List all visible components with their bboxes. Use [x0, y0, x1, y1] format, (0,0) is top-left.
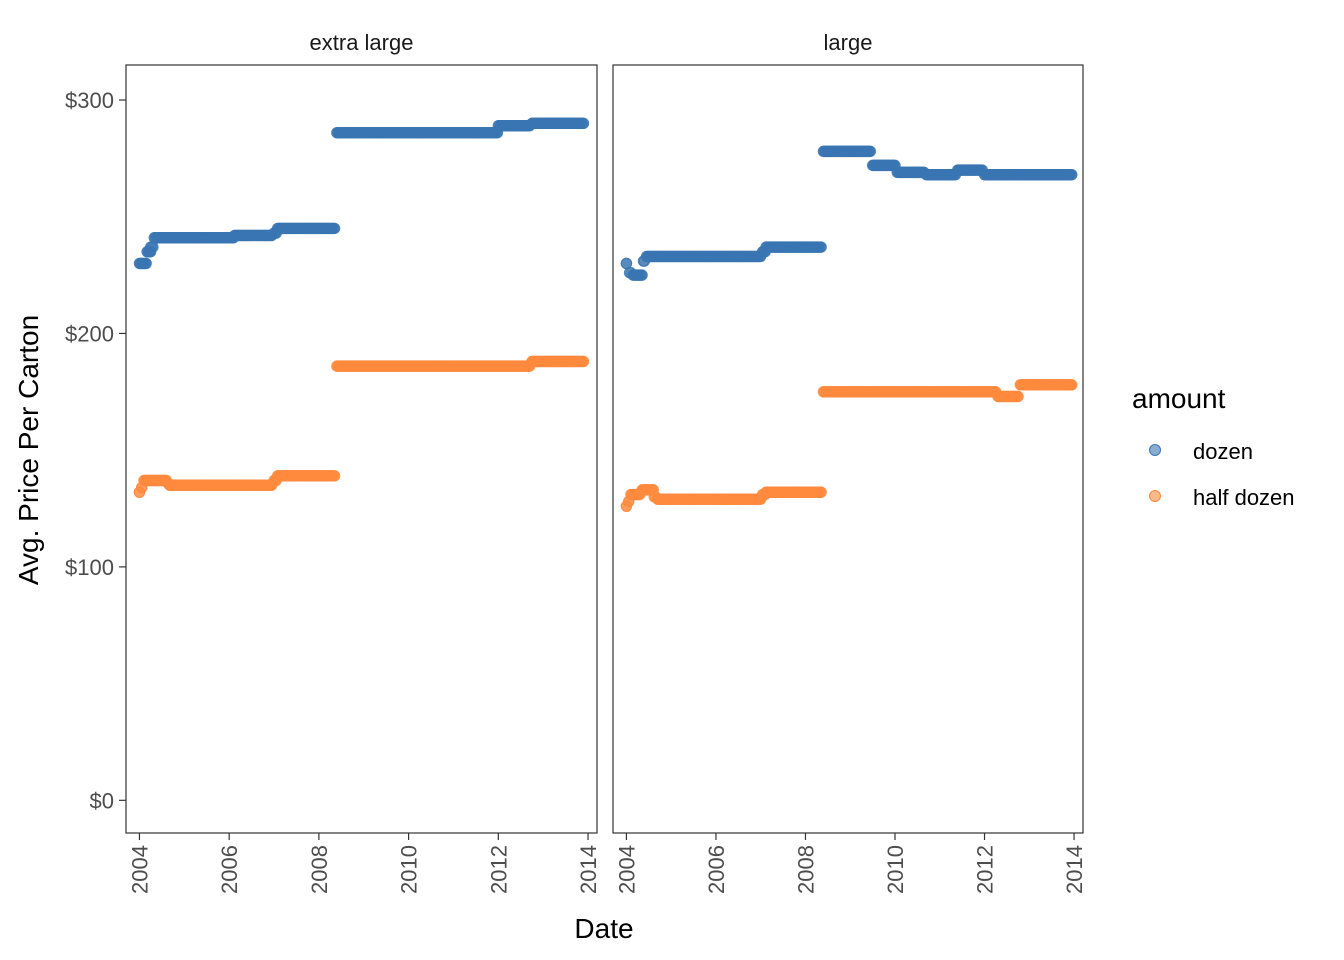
- series-half-dozen: [620, 379, 1078, 512]
- legend-key: [1149, 444, 1161, 456]
- x-tick-label: 2006: [217, 845, 242, 894]
- x-axis-title: Date: [574, 913, 633, 944]
- x-tick-label: 2008: [307, 845, 332, 894]
- panel-border: [125, 64, 598, 834]
- y-tick-label: $200: [65, 321, 114, 346]
- x-tick-label: 2012: [486, 845, 511, 894]
- series-half-dozen: [133, 355, 590, 498]
- y-tick-label: $0: [90, 788, 114, 813]
- x-tick-label: 2004: [614, 845, 639, 894]
- x-tick-label: 2012: [973, 845, 998, 894]
- x-tick-label: 2014: [1062, 845, 1087, 894]
- facet-title: large: [824, 30, 873, 55]
- facet-title: extra large: [310, 30, 414, 55]
- data-point: [1066, 169, 1078, 181]
- x-tick-label: 2006: [704, 845, 729, 894]
- data-point: [577, 117, 590, 130]
- data-point: [328, 470, 341, 482]
- data-point: [140, 257, 152, 270]
- data-point: [147, 241, 159, 253]
- legend: amount dozen half dozen: [1132, 383, 1295, 510]
- series-dozen: [620, 145, 1078, 281]
- legend-label: dozen: [1193, 439, 1253, 464]
- facet-panels: extra large 2004 2006 2008 2010 2012 2014 $0 $10…: [65, 30, 1087, 894]
- x-tick-label: 2008: [793, 845, 818, 894]
- x-tick-label: 2010: [883, 845, 908, 894]
- data-point: [636, 269, 648, 281]
- panel-border: [612, 64, 1084, 834]
- data-point: [328, 222, 341, 235]
- data-point: [864, 145, 877, 158]
- y-tick-label: $100: [65, 555, 114, 580]
- legend-key: [1149, 490, 1161, 502]
- x-tick-label: 2004: [127, 845, 152, 894]
- legend-label: half dozen: [1193, 485, 1295, 510]
- series-dozen: [133, 117, 590, 270]
- facet-panel: large 2004 2006 2008 2010 2012 2014: [612, 30, 1087, 894]
- y-tick-label: $300: [65, 88, 114, 113]
- x-tick-label: 2014: [576, 845, 601, 894]
- data-point: [577, 355, 590, 368]
- data-point: [1066, 379, 1078, 391]
- y-axis-title: Avg. Price Per Carton: [13, 315, 44, 585]
- legend-title: amount: [1132, 383, 1226, 414]
- data-point: [815, 241, 827, 253]
- x-tick-label: 2010: [397, 845, 422, 894]
- data-point: [1012, 390, 1024, 403]
- facet-panel: extra large 2004 2006 2008 2010 2012 2014 $0 $10…: [65, 30, 601, 894]
- data-point: [620, 257, 633, 270]
- data-point: [815, 486, 827, 498]
